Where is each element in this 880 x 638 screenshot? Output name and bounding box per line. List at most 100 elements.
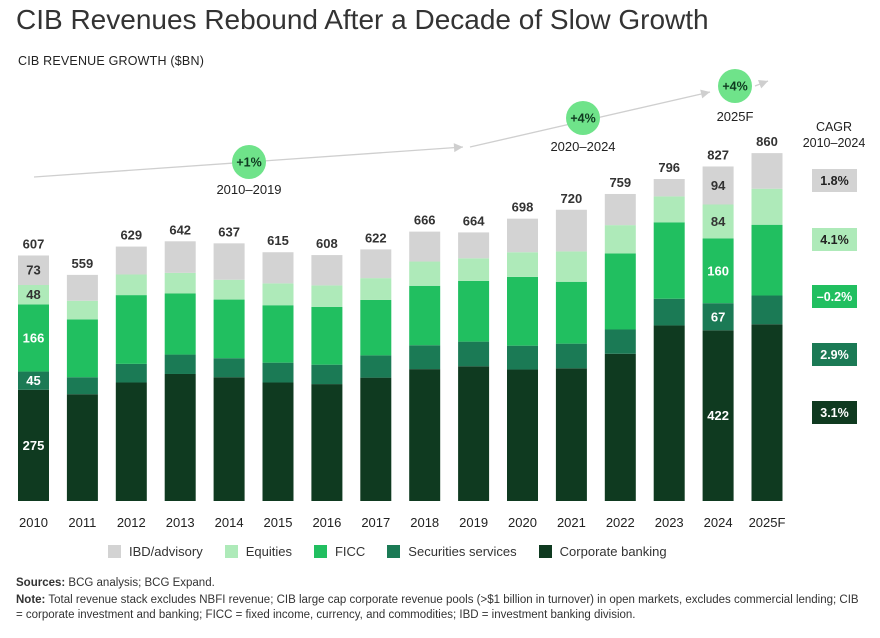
note-label: Note: — [16, 594, 46, 606]
x-tick-label-2010: 2010 — [19, 515, 48, 530]
bar-segment-ficc-2018 — [409, 285, 441, 346]
bar-group-2020 — [507, 218, 538, 501]
bar-segment-equities-2018 — [409, 261, 441, 286]
bar-segment-equities-2017 — [360, 278, 392, 300]
cagr-header-period: 2010–2024 — [803, 136, 866, 150]
bar-segment-ficc-2020 — [507, 276, 538, 346]
bar-segment-ficc-2011 — [66, 319, 98, 378]
growth-period-label: 2010–2019 — [216, 182, 281, 197]
growth-badge-3: +4% 2025F — [717, 69, 754, 124]
cagr-value: 1.8% — [820, 174, 849, 188]
x-tick-label-2020: 2020 — [508, 515, 537, 530]
chart-legend: IBD/advisory Equities FICC Securities servi… — [108, 544, 689, 559]
bar-segment-corporate-banking-2016 — [311, 384, 343, 501]
bar-segment-ibd-advisory-2024 — [702, 166, 734, 205]
legend-label: IBD/advisory — [129, 544, 203, 559]
cagr-header-title: CAGR — [816, 120, 852, 134]
growth-badge-label: +4% — [570, 112, 595, 126]
x-tick-label-2014: 2014 — [215, 515, 244, 530]
data-label-ficc-2024: 160 — [707, 263, 729, 278]
bar-segment-securities-services-2012 — [115, 363, 147, 383]
bar-segment-securities-services-2022 — [604, 329, 636, 354]
total-label-2019: 664 — [463, 213, 485, 228]
bar-segment-securities-services-2017 — [360, 355, 392, 378]
bar-segment-securities-services-2014 — [213, 358, 245, 378]
bar-segment-ibd-advisory-2013 — [164, 241, 196, 273]
bar-segment-corporate-banking-2023 — [653, 325, 685, 501]
bar-group-2016 — [311, 255, 343, 501]
bar-segment-corporate-banking-2021 — [555, 368, 587, 501]
growth-period-label: 2020–2024 — [550, 139, 615, 154]
total-label-2012: 629 — [120, 228, 142, 243]
legend-swatch — [387, 545, 401, 558]
bar-segment-securities-services-2019 — [458, 341, 490, 367]
bar-segment-ibd-advisory-2025F — [751, 153, 783, 189]
bar-segment-securities-services-2018 — [409, 345, 441, 370]
cagr-badge-box — [812, 401, 857, 424]
bar-segment-ficc-2017 — [360, 299, 392, 356]
bar-segment-corporate-banking-2013 — [164, 373, 196, 501]
bar-group-2024 — [702, 166, 734, 501]
bar-segment-ibd-advisory-2016 — [311, 255, 343, 286]
legend-item-ibd-advisory: IBD/advisory — [108, 544, 203, 559]
x-tick-label-2025F: 2025F — [749, 515, 786, 530]
bar-segment-securities-services-2021 — [555, 343, 587, 369]
legend-swatch — [108, 545, 121, 558]
cagr-value: –0.2% — [817, 290, 852, 304]
bar-segment-securities-services-2025F — [751, 295, 783, 325]
bar-segment-equities-2014 — [213, 279, 245, 300]
total-label-2016: 608 — [316, 236, 338, 251]
chart-subtitle: CIB REVENUE GROWTH ($BN) — [18, 54, 205, 68]
bar-segment-equities-2025F — [751, 188, 783, 225]
legend-item-ficc: FICC — [313, 544, 365, 559]
note-text-block: Note: Total revenue stack excludes NBFI … — [16, 593, 866, 623]
bar-group-2018 — [409, 231, 441, 501]
growth-badge-label: +4% — [722, 80, 747, 94]
data-label-ficc-2010: 166 — [23, 330, 45, 345]
bar-segment-corporate-banking-2014 — [213, 377, 245, 501]
cagr-value: 2.9% — [820, 348, 849, 362]
cagr-badge-corporate-banking: 3.1% — [812, 401, 857, 424]
legend-item-securities-services: Securities services — [387, 544, 517, 559]
bar-group-2021 — [555, 209, 587, 501]
total-label-2023: 796 — [658, 160, 680, 175]
bar-segment-ibd-advisory-2011 — [66, 274, 98, 301]
bar-segment-ibd-advisory-2012 — [115, 246, 147, 275]
chart-title: CIB Revenues Rebound After a Decade of S… — [16, 4, 709, 35]
bar-segment-corporate-banking-2020 — [507, 369, 538, 501]
bar-segment-ibd-advisory-2014 — [213, 243, 245, 280]
bar-segment-equities-2013 — [164, 272, 196, 294]
bar-group-2013 — [164, 241, 196, 501]
cagr-badge-box — [812, 343, 857, 366]
total-label-2024: 827 — [707, 147, 729, 162]
total-label-2017: 622 — [365, 230, 387, 245]
x-tick-label-2017: 2017 — [361, 515, 390, 530]
bar-segment-corporate-banking-2024 — [702, 330, 734, 501]
bar-segment-securities-services-2024 — [702, 303, 734, 331]
bar-segment-equities-2010 — [18, 284, 49, 305]
bar-segment-securities-services-2023 — [653, 298, 685, 326]
bar-segment-securities-services-2013 — [164, 354, 196, 374]
bar-segment-securities-services-2016 — [311, 364, 343, 385]
total-label-2021: 720 — [561, 191, 583, 206]
x-tick-label-2013: 2013 — [166, 515, 195, 530]
growth-badge-2: +4% 2020–2024 — [550, 101, 616, 154]
bar-segment-corporate-banking-2015 — [262, 382, 294, 501]
growth-period-label: 2025F — [717, 109, 754, 124]
bar-segment-ibd-advisory-2010 — [18, 255, 49, 285]
bar-segment-corporate-banking-2012 — [115, 382, 147, 501]
bar-segment-ibd-advisory-2015 — [262, 252, 294, 284]
bar-segment-equities-2011 — [66, 300, 98, 320]
legend-label: Corporate banking — [559, 544, 667, 559]
data-label-equities-2024: 84 — [711, 214, 726, 229]
cagr-value: 4.1% — [820, 233, 849, 247]
bar-group-2010 — [18, 255, 49, 501]
bar-segment-securities-services-2011 — [66, 377, 98, 395]
cagr-badge-equities: 4.1% — [812, 228, 857, 251]
bar-segment-corporate-banking-2025F — [751, 324, 783, 501]
bar-group-2015 — [262, 252, 294, 501]
total-label-2014: 637 — [218, 224, 240, 239]
bar-segment-ficc-2022 — [604, 253, 636, 330]
total-label-2010: 607 — [23, 236, 45, 251]
bar-segment-ficc-2016 — [311, 306, 343, 365]
